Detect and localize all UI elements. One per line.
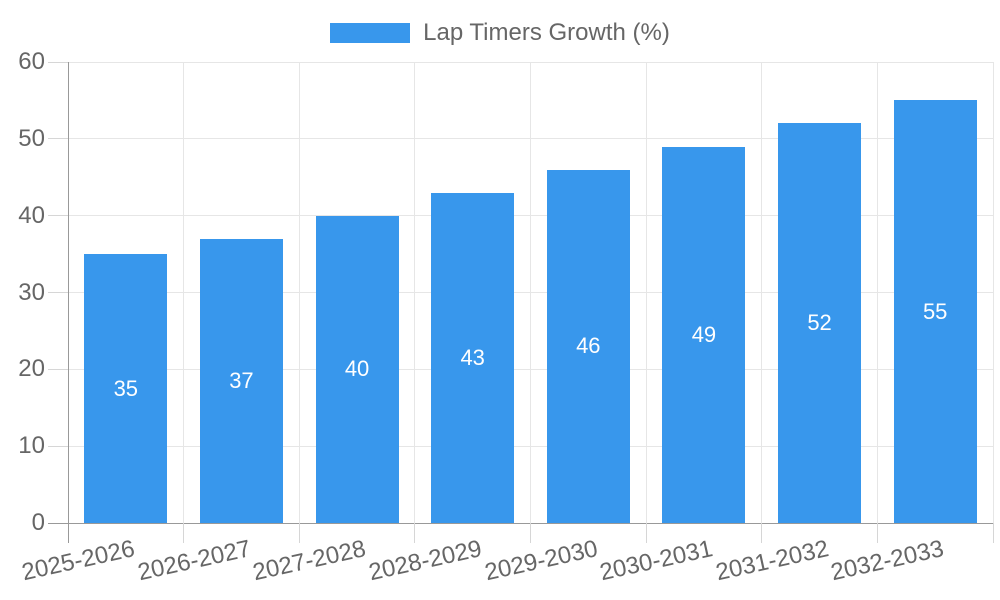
y-tick-mark: [48, 445, 68, 447]
plot-area: 35 37 40 43 46 49 52 55: [67, 61, 994, 524]
bar-value-label: 37: [229, 367, 254, 393]
x-tick-mark: [298, 523, 300, 543]
x-axis-label: 2027-2028: [250, 535, 369, 587]
bar-value-label: 43: [460, 344, 485, 370]
x-axis-label: 2032-2033: [828, 535, 947, 587]
bar-value-label: 49: [691, 321, 717, 347]
bar-2029-2030[interactable]: 46: [546, 169, 630, 523]
y-tick-mark: [48, 368, 68, 370]
x-tick-mark: [992, 523, 994, 543]
bar-2030-2031[interactable]: 49: [662, 146, 746, 523]
x-axis-label: 2028-2029: [366, 535, 485, 587]
legend-item[interactable]: Lap Timers Growth (%): [0, 21, 1000, 45]
x-gridline-8: [992, 62, 994, 523]
bar-value-label: 55: [922, 298, 948, 324]
bar-value-label: 40: [344, 356, 370, 382]
y-tick-mark: [48, 138, 68, 140]
bar-2027-2028[interactable]: 40: [315, 215, 399, 523]
bar-2026-2027[interactable]: 37: [199, 238, 283, 523]
x-tick-mark: [183, 523, 185, 543]
x-axis-label: 2031-2032: [713, 535, 831, 587]
x-gridline-1: [183, 62, 185, 523]
x-gridline-2: [298, 62, 300, 523]
bar-2025-2026[interactable]: 35: [84, 254, 168, 523]
x-tick-mark: [67, 523, 69, 543]
x-gridline-4: [530, 62, 531, 523]
x-tick-mark: [530, 523, 531, 543]
y-axis-label: 30: [18, 278, 45, 306]
x-gridline-0: [67, 62, 69, 523]
bar-value-label: 46: [576, 333, 601, 359]
bar-2031-2032[interactable]: 52: [778, 123, 862, 523]
x-tick-mark: [761, 523, 763, 543]
y-axis-label: 50: [18, 124, 45, 152]
x-gridline-7: [876, 62, 878, 523]
x-tick-mark: [414, 523, 416, 543]
y-tick-mark: [48, 292, 68, 293]
x-gridline-6: [761, 62, 763, 523]
legend-color-swatch: [330, 23, 411, 43]
x-gridline-3: [414, 62, 416, 523]
x-axis-label: 2025-2026: [19, 535, 138, 587]
x-tick-mark: [876, 523, 878, 543]
y-tick-mark: [48, 215, 68, 217]
y-tick-mark: [48, 522, 68, 524]
bar-2028-2029[interactable]: 43: [431, 192, 515, 523]
x-tick-mark: [645, 523, 647, 543]
y-tick-mark: [48, 61, 68, 63]
x-axis-label: 2030-2031: [597, 535, 716, 587]
bar-value-label: 35: [113, 375, 139, 401]
bar-2032-2033[interactable]: 55: [893, 100, 977, 523]
bar-value-label: 52: [807, 310, 832, 336]
legend-label: Lap Timers Growth (%): [423, 19, 670, 46]
y-axis-label: 0: [31, 509, 45, 536]
x-axis-label: 2026-2027: [134, 535, 253, 587]
y-axis-label: 40: [18, 201, 45, 229]
y-axis-label: 10: [18, 432, 45, 460]
y-axis-label: 20: [18, 355, 45, 383]
x-axis-label: 2029-2030: [481, 535, 600, 587]
y-axis-label: 60: [18, 48, 45, 75]
x-gridline-5: [645, 62, 647, 523]
